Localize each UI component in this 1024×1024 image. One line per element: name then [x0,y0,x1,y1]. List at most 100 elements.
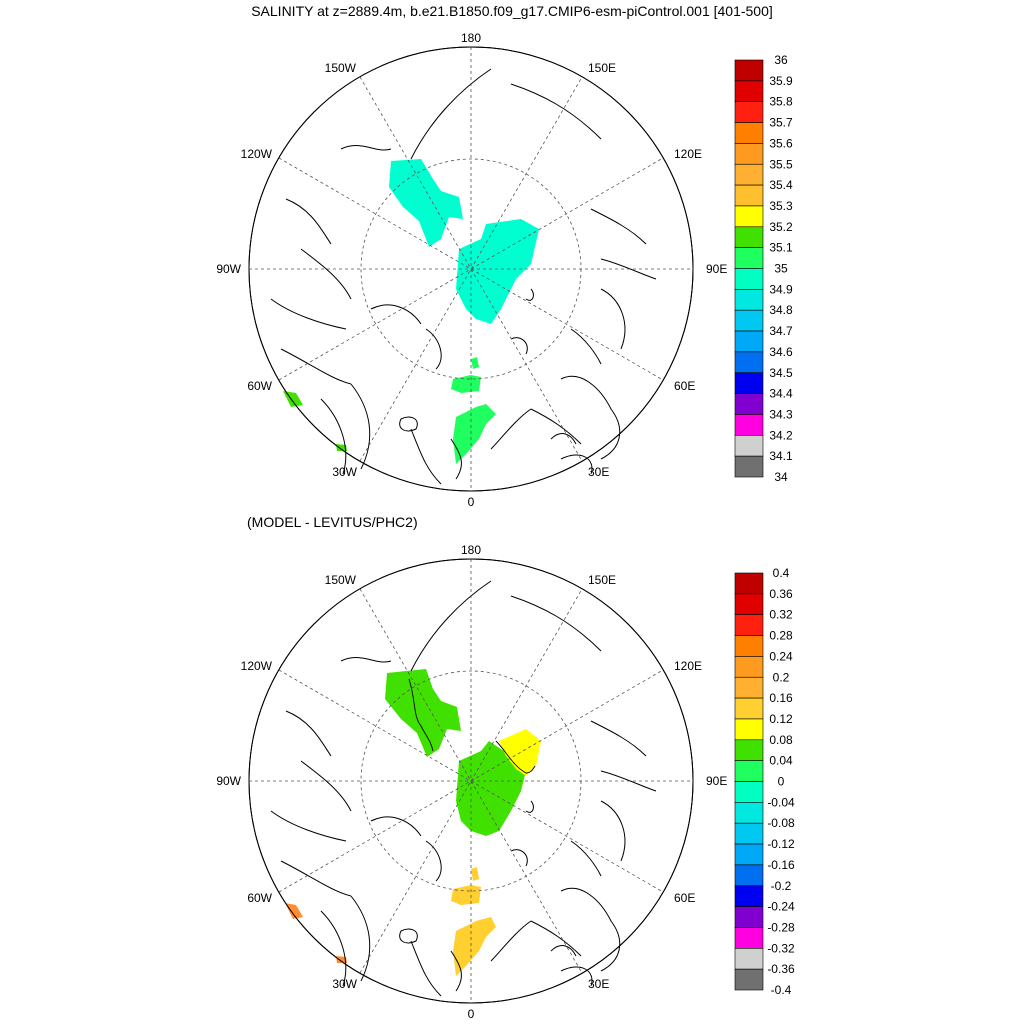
top-colorbar: 36 35.9 35.8 35.7 35.6 35.5 35.4 35.3 35.2 35.1 35… [734,53,793,484]
bottom-colorbar-label: -0.2 [771,879,792,893]
top-lon-label-30e: 30E [588,465,609,479]
top-longitude-labels: 180 0 90W 90E 150W 120W 150E 120E 60W 30… [216,31,727,509]
top-colorbar-label: 35.5 [769,157,793,171]
top-colorbar-label: 35.7 [769,116,793,130]
top-lon-label-60e: 60E [674,379,695,393]
top-lon-label-150e: 150E [588,61,616,75]
top-lon-label-120e: 120E [674,147,702,161]
bottom-colorbar-swatch [734,656,764,678]
bottom-lon-label-120w: 120W [241,659,273,673]
bottom-colorbar-swatch [734,822,764,845]
top-lon-label-0: 0 [468,495,475,509]
top-colorbar-swatch [734,101,764,123]
top-colorbar-swatch [734,247,764,269]
bottom-colorbar-label: -0.04 [767,795,795,809]
top-colorbar-swatch [734,184,764,207]
top-lon-label-90w: 90W [216,262,241,276]
bottom-colorbar-label: -0.28 [767,920,795,934]
bottom-colorbar-label: 0 [778,775,785,789]
top-colorbar-swatch [734,143,764,165]
top-colorbar-label: 35.3 [769,199,793,213]
top-lon-label-30w: 30W [332,465,357,479]
bottom-colorbar-label: -0.24 [767,900,795,914]
top-colorbar-swatch [734,372,764,394]
bottom-colorbar-label: 0.36 [769,587,793,601]
top-colorbar-label: 34.2 [769,428,793,442]
top-colorbar-swatch [734,330,764,353]
top-colorbar-swatch [734,205,764,228]
top-field-region-a [389,159,463,247]
bottom-colorbar: 0.4 0.36 0.32 0.28 0.24 0.2 0.16 0.12 0.08 0.04 0 -… [734,566,795,997]
bottom-lon-label-60w: 60W [247,891,272,905]
top-colorbar-swatch [734,163,764,186]
bottom-colorbar-swatch [734,593,764,615]
bottom-lon-label-90w: 90W [216,774,241,788]
top-colorbar-label: 34.7 [769,324,793,338]
top-colorbar-label: 34.9 [769,282,793,296]
top-colorbar-label: 34.3 [769,407,793,421]
bottom-colorbar-label: -0.36 [767,962,795,976]
bottom-colorbar-swatch [734,760,764,782]
top-colorbar-swatch [734,59,764,82]
bottom-colorbar-swatch [734,676,764,699]
bottom-lon-label-30w: 30W [332,977,357,991]
bottom-lon-label-30e: 30E [588,977,609,991]
top-colorbar-label: 35.6 [769,136,793,150]
bottom-colorbar-swatch [734,802,764,824]
top-colorbar-label: 35.8 [769,95,793,109]
top-field-region-e [471,357,479,369]
bottom-colorbar-label: 0.28 [769,629,793,643]
top-field-region-b [456,219,539,324]
bottom-lon-label-60e: 60E [674,891,695,905]
bottom-colorbar-swatch [734,614,764,636]
bottom-colorbar-label: -0.08 [767,816,795,830]
bottom-colorbar-label: 0.32 [769,608,793,622]
top-field-region-c [451,375,481,393]
top-lon-label-150w: 150W [325,61,357,75]
top-colorbar-label: 34.1 [769,449,793,463]
top-colorbar-swatch [734,309,764,332]
bottom-field-region-a [385,669,461,757]
bottom-field-region-e [471,867,479,881]
bottom-colorbar-swatch [734,635,764,657]
bottom-colorbar-label: -0.16 [767,858,795,872]
top-lon-label-120w: 120W [241,147,273,161]
bottom-colorbar-swatch [734,781,764,803]
top-map-grid [249,47,693,491]
difference-subtitle: (MODEL - LEVITUS/PHC2) [247,514,418,530]
bottom-colorbar-swatch [734,947,764,970]
bottom-colorbar-label: 0.04 [769,754,793,768]
top-polar-map [248,46,694,492]
bottom-colorbar-label: -0.12 [767,837,795,851]
top-field-region-g [336,444,347,451]
top-colorbar-swatch [734,289,764,311]
bottom-colorbar-label: 0.12 [769,712,793,726]
bottom-colorbar-swatch [734,906,764,928]
plot-title: SALINITY at z=2889.4m, b.e21.B1850.f09_g… [251,3,773,19]
top-lon-label-180: 180 [461,31,481,45]
top-colorbar-swatch [734,434,764,457]
bottom-longitude-labels: 180 0 90W 90E 150W 120W 150E 120E 60W 30… [216,543,727,1021]
top-field-region-d [453,404,496,464]
bottom-colorbar-label: -0.4 [771,983,792,997]
top-colorbar-label: 36 [774,53,788,67]
bottom-lon-label-120e: 120E [674,659,702,673]
bottom-lon-label-150w: 150W [325,573,357,587]
top-colorbar-label: 35.9 [769,74,793,88]
bottom-colorbar-label: 0.2 [773,670,790,684]
top-lon-label-90e: 90E [706,262,727,276]
bottom-lon-label-150e: 150E [588,573,616,587]
bottom-field-region-f [285,903,303,919]
bottom-lon-label-0: 0 [468,1007,475,1021]
top-lon-label-60w: 60W [247,379,272,393]
bottom-colorbar-label: 0.4 [773,566,790,580]
top-colorbar-swatch [734,414,764,436]
bottom-field-region-b [456,741,526,836]
bottom-colorbar-label: -0.32 [767,941,795,955]
top-colorbar-swatch [734,268,764,290]
bottom-colorbar-label: 0.24 [769,649,793,663]
bottom-colorbar-swatch [734,718,764,741]
bottom-field-region-g [336,956,347,963]
top-colorbar-label: 35.4 [769,178,793,192]
top-colorbar-swatch [734,351,764,374]
